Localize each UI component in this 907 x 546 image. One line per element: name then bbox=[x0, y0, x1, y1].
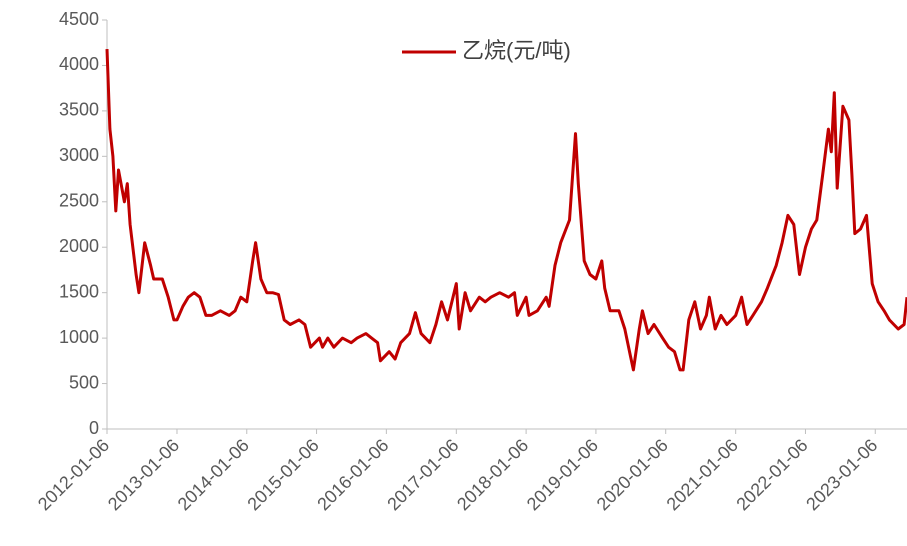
x-tick-label: 2021-01-06 bbox=[663, 435, 742, 514]
y-tick-label: 0 bbox=[89, 418, 99, 438]
y-tick-label: 3000 bbox=[59, 145, 99, 165]
x-tick-label: 2015-01-06 bbox=[243, 435, 322, 514]
x-tick-label: 2014-01-06 bbox=[174, 435, 253, 514]
legend-label: 乙烷(元/吨) bbox=[462, 38, 571, 63]
x-tick-label: 2016-01-06 bbox=[313, 435, 392, 514]
y-tick-label: 1500 bbox=[59, 281, 99, 301]
y-tick-label: 4500 bbox=[59, 9, 99, 29]
y-tick-label: 3500 bbox=[59, 100, 99, 120]
x-tick-label: 2013-01-06 bbox=[104, 435, 183, 514]
x-tick-label: 2022-01-06 bbox=[732, 435, 811, 514]
x-tick-label: 2023-01-06 bbox=[802, 435, 881, 514]
data-line bbox=[105, 49, 907, 372]
y-tick-label: 4000 bbox=[59, 54, 99, 74]
x-tick-label: 2018-01-06 bbox=[453, 435, 532, 514]
x-tick-label: 2012-01-06 bbox=[34, 435, 113, 514]
y-tick-label: 1000 bbox=[59, 327, 99, 347]
x-tick-label: 2019-01-06 bbox=[523, 435, 602, 514]
x-tick-label: 2020-01-06 bbox=[593, 435, 672, 514]
x-tick-label: 2017-01-06 bbox=[383, 435, 462, 514]
y-tick-label: 500 bbox=[69, 372, 99, 392]
y-tick-label: 2000 bbox=[59, 236, 99, 256]
y-tick-label: 2500 bbox=[59, 191, 99, 211]
